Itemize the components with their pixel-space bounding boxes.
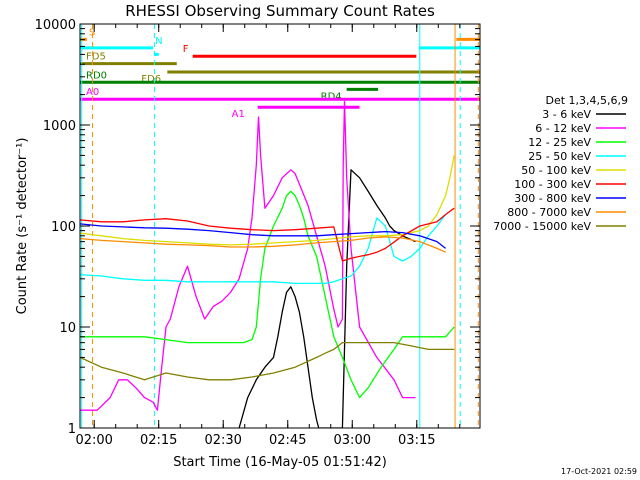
legend-entry-label: 3 - 6 keV	[542, 108, 591, 121]
state-label: S	[89, 27, 95, 38]
x-tick-label: 02:30	[204, 433, 241, 448]
x-tick-label: 02:00	[75, 433, 112, 448]
x-tick-label: 02:15	[140, 433, 177, 448]
state-label: N	[155, 36, 162, 47]
series-line	[80, 101, 416, 411]
legend-entry-label: 300 - 800 keV	[514, 192, 591, 205]
state-label: A0	[86, 87, 99, 98]
y-tick-label: 1000	[43, 119, 76, 134]
series-line	[238, 169, 416, 428]
y-tick-label: 10000	[35, 18, 76, 33]
series-line	[80, 207, 455, 262]
axis-layer: 02:00 02:15 02:30 02:45 03:00 03:15 1 10 100 1000…	[35, 18, 480, 448]
state-label: RD4	[321, 91, 342, 102]
legend-entry-label: 25 - 50 keV	[528, 150, 591, 163]
state-label: FD6	[141, 74, 161, 85]
y-tick-label: 1	[68, 422, 76, 437]
legend-entry-label: 800 - 7000 keV	[507, 206, 591, 219]
state-label: F	[183, 44, 189, 55]
state-label: RD0	[86, 70, 107, 81]
series-line	[80, 155, 455, 246]
annotation-layer: S N F FD5 FD6 RD0 RD4 A0 A1	[80, 27, 480, 120]
legend-entry-label: 100 - 300 keV	[514, 178, 591, 191]
series-line	[80, 236, 446, 253]
x-axis-label: Start Time (16-May-05 01:51:42)	[173, 455, 387, 470]
legend-entry-label: 50 - 100 keV	[521, 164, 591, 177]
state-label: A1	[232, 109, 245, 120]
y-tick-label: 100	[51, 220, 76, 235]
series-line	[80, 190, 455, 399]
legend-title: Det 1,3,4,5,6,9	[545, 94, 628, 107]
legend-entry-label: 7000 - 15000 keV	[493, 220, 591, 233]
series-line	[80, 214, 447, 285]
series-layer	[80, 101, 455, 428]
x-tick-label: 03:15	[398, 433, 435, 448]
x-tick-label: 02:45	[269, 433, 306, 448]
state-label: FD5	[86, 52, 106, 63]
legend-entry-label: 12 - 25 keV	[528, 136, 591, 149]
series-line	[80, 223, 447, 249]
y-axis-label: Count Rate (s⁻¹ detector⁻¹)	[15, 138, 30, 315]
y-tick-label: 10	[59, 321, 76, 336]
footer-timestamp: 17-Oct-2021 02:59	[561, 467, 637, 476]
x-tick-label: 03:00	[334, 433, 371, 448]
series-line	[80, 341, 455, 381]
legend-entry-label: 6 - 12 keV	[535, 122, 591, 135]
chart-title: RHESSI Observing Summary Count Rates	[125, 2, 435, 20]
